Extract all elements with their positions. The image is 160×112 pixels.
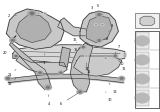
Polygon shape [140, 16, 154, 25]
Circle shape [120, 77, 123, 80]
Text: 6: 6 [60, 93, 78, 106]
Circle shape [123, 52, 127, 55]
Text: 21: 21 [7, 69, 16, 77]
Circle shape [94, 23, 98, 26]
Circle shape [98, 39, 101, 41]
Circle shape [124, 53, 126, 54]
Polygon shape [13, 45, 125, 63]
Circle shape [78, 91, 82, 93]
Circle shape [102, 24, 103, 25]
Circle shape [43, 12, 47, 15]
Circle shape [44, 13, 46, 14]
Text: 16: 16 [72, 38, 77, 43]
Polygon shape [10, 36, 51, 90]
Circle shape [135, 74, 150, 84]
Circle shape [135, 55, 150, 65]
Circle shape [80, 45, 86, 49]
Circle shape [9, 38, 16, 43]
Polygon shape [70, 43, 93, 92]
Polygon shape [59, 47, 70, 67]
Text: 4: 4 [48, 95, 50, 106]
Text: 1: 1 [43, 54, 45, 65]
Circle shape [59, 72, 62, 74]
Text: 14: 14 [85, 63, 89, 71]
Text: 20: 20 [3, 51, 13, 55]
Bar [136, 52, 149, 68]
Polygon shape [16, 56, 67, 74]
Circle shape [76, 89, 84, 94]
Circle shape [46, 86, 50, 89]
Text: 11: 11 [86, 65, 91, 74]
Circle shape [124, 55, 126, 57]
Circle shape [86, 55, 87, 57]
Circle shape [123, 55, 127, 57]
Circle shape [100, 23, 104, 26]
Circle shape [135, 36, 150, 46]
Circle shape [135, 93, 150, 103]
Circle shape [37, 71, 43, 75]
Circle shape [118, 76, 125, 81]
Text: 7: 7 [115, 45, 120, 54]
Circle shape [13, 54, 19, 58]
Polygon shape [74, 56, 122, 76]
Polygon shape [80, 11, 118, 47]
Text: 31: 31 [7, 78, 16, 86]
Text: 13: 13 [109, 83, 117, 94]
Text: 15: 15 [74, 47, 80, 52]
Polygon shape [6, 9, 64, 49]
Circle shape [84, 55, 88, 57]
Bar [135, 31, 159, 108]
Circle shape [27, 10, 37, 17]
Circle shape [38, 72, 42, 74]
Circle shape [38, 13, 39, 14]
Text: 9: 9 [109, 24, 113, 31]
Circle shape [58, 71, 64, 75]
Polygon shape [16, 16, 51, 43]
Circle shape [97, 13, 101, 16]
Text: 3: 3 [91, 6, 93, 13]
Bar [136, 90, 149, 106]
Circle shape [112, 54, 118, 58]
Bar [136, 71, 149, 87]
Bar [135, 13, 159, 28]
Text: 12: 12 [122, 60, 126, 71]
Text: 2: 2 [8, 14, 16, 18]
Text: 30: 30 [106, 92, 113, 102]
Text: 8: 8 [104, 37, 108, 41]
Circle shape [95, 12, 103, 17]
Circle shape [104, 57, 108, 60]
Circle shape [36, 12, 40, 15]
Polygon shape [58, 18, 86, 36]
Circle shape [11, 39, 15, 42]
Polygon shape [86, 16, 112, 43]
Circle shape [30, 12, 34, 15]
Bar [136, 32, 149, 49]
Circle shape [6, 77, 10, 80]
Circle shape [105, 58, 106, 59]
Bar [135, 31, 159, 108]
Circle shape [95, 24, 97, 25]
Circle shape [44, 85, 52, 90]
Text: 5: 5 [96, 4, 99, 11]
Circle shape [4, 76, 12, 81]
Circle shape [96, 38, 102, 43]
Circle shape [15, 55, 17, 57]
Circle shape [82, 46, 85, 48]
Text: 10: 10 [118, 60, 124, 66]
Circle shape [114, 55, 117, 57]
